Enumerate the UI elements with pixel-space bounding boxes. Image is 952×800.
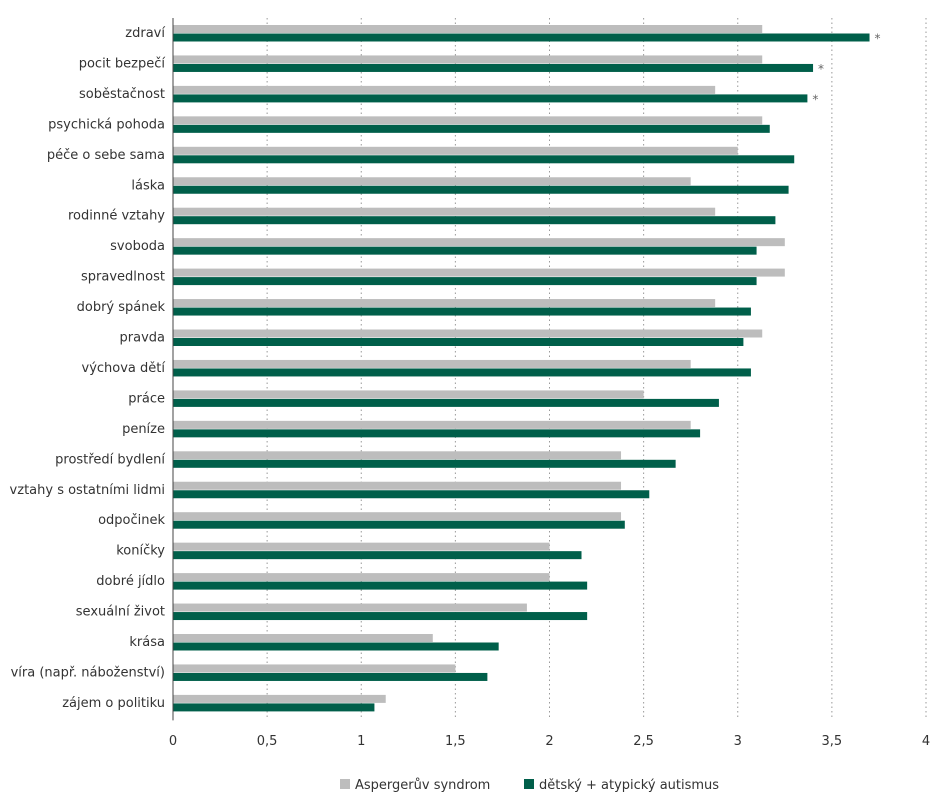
bar (173, 299, 716, 308)
category-label: psychická pohoda (48, 117, 165, 132)
category-label: koníčky (116, 544, 165, 559)
x-tick-label: 1 (357, 734, 365, 749)
bar (173, 338, 744, 346)
category-label: sexuální život (76, 605, 165, 620)
category-label: víra (např. náboženství) (11, 665, 165, 680)
significance-mark: * (818, 62, 824, 76)
category-labels: zdraví * pocit bezpečí * soběstačnost * psychi… (10, 26, 881, 711)
bar (173, 329, 763, 338)
bar (173, 124, 770, 133)
legend: Aspergerův syndrom dětský + atypický auti… (340, 778, 719, 793)
bar (173, 238, 785, 247)
x-tick-label: 0 (169, 734, 177, 749)
bar (173, 603, 527, 612)
category-label: zájem o politiku (62, 696, 165, 711)
bar (173, 63, 814, 72)
bar (173, 634, 433, 642)
bar (173, 207, 716, 216)
category-label: rodinné vztahy (68, 209, 165, 224)
bar (173, 512, 622, 521)
bar (173, 25, 763, 33)
category-label: péče o sebe sama (47, 148, 165, 163)
bar (173, 581, 588, 590)
category-label: soběstačnost (79, 87, 165, 102)
bar (173, 420, 691, 429)
category-label: láska (131, 178, 165, 193)
bar (173, 268, 785, 277)
legend-label: dětský + atypický autismus (539, 778, 719, 793)
bar (173, 116, 763, 125)
bar (173, 672, 488, 681)
bar (173, 185, 789, 194)
significance-mark: * (875, 32, 881, 46)
category-label: pocit bezpečí (79, 56, 166, 71)
legend-swatch (340, 779, 350, 789)
category-label: pravda (120, 331, 165, 346)
x-tick-label: 3 (734, 734, 742, 749)
legend-label: Aspergerův syndrom (355, 778, 490, 793)
bar (173, 520, 625, 529)
bar (173, 216, 776, 225)
bar (173, 459, 676, 468)
bar (173, 359, 691, 368)
bar (173, 368, 751, 377)
category-label: dobrý spánek (77, 300, 166, 315)
category-label: výchova dětí (82, 361, 166, 376)
bar (173, 246, 757, 255)
bar (173, 94, 808, 103)
x-tick-label: 2 (545, 734, 553, 749)
bar (173, 551, 582, 560)
category-label: krása (129, 635, 165, 650)
category-label: svoboda (110, 239, 165, 254)
bar (173, 155, 795, 164)
bar (173, 573, 550, 582)
x-tick-label: 3,5 (822, 734, 843, 749)
bar (173, 307, 751, 316)
category-label: spravedlnost (81, 270, 165, 285)
bar (173, 642, 499, 651)
bar (173, 146, 738, 155)
category-label: práce (128, 391, 165, 406)
bar (173, 542, 550, 551)
bar (173, 55, 763, 64)
bar (173, 398, 719, 407)
legend-swatch (524, 779, 534, 789)
category-label: peníze (122, 422, 165, 437)
bar (173, 451, 622, 460)
bars (173, 25, 870, 712)
bar (173, 490, 650, 499)
category-label: vztahy s ostatními lidmi (10, 483, 165, 498)
bar (173, 85, 716, 94)
bar (173, 694, 386, 703)
x-tick-label: 0,5 (257, 734, 278, 749)
x-tick-label: 2,5 (633, 734, 654, 749)
bar (173, 277, 757, 286)
bar (173, 429, 701, 438)
bar (173, 703, 375, 712)
significance-mark: * (812, 92, 818, 106)
x-tick-label: 1,5 (445, 734, 466, 749)
category-label: odpočinek (98, 513, 165, 528)
bar (173, 481, 622, 490)
bar (173, 390, 644, 399)
category-label: prostředí bydlení (55, 452, 165, 467)
x-tick-label: 4 (922, 734, 930, 749)
tick-labels: 0 0,5 1 1,5 2 2,5 3 3,5 4 (169, 734, 930, 749)
category-label: zdraví (125, 26, 165, 41)
bar (173, 664, 456, 673)
category-label: dobré jídlo (96, 574, 165, 589)
bar (173, 33, 870, 42)
bar (173, 612, 588, 621)
bar (173, 177, 691, 186)
